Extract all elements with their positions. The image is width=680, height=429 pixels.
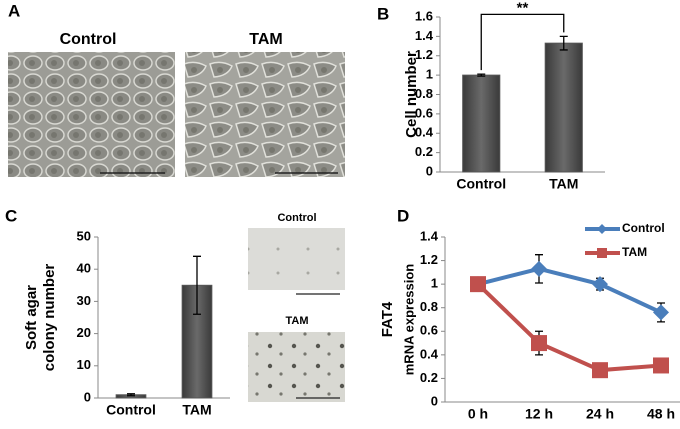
- y-tick-label: 50: [77, 228, 91, 243]
- y-axis-label: Cell number: [403, 51, 420, 138]
- x-tick-label: Control: [106, 402, 156, 418]
- y-tick-label: 0: [84, 389, 91, 404]
- error-bar: [193, 255, 201, 315]
- marker: [531, 260, 547, 277]
- y-tick-label: 0: [426, 163, 433, 178]
- y-tick-label: 1.4: [415, 28, 434, 43]
- y-tick-label: 0: [431, 393, 438, 408]
- marker: [470, 276, 486, 293]
- panel-label: C: [5, 206, 17, 225]
- x-tick-label: Control: [456, 176, 506, 192]
- x-tick-label: 0 h: [468, 406, 488, 422]
- y-tick-label: 10: [77, 357, 91, 372]
- micrograph: [248, 332, 345, 402]
- bar: [544, 42, 583, 173]
- error-bar: [477, 73, 486, 77]
- image-caption: Control: [60, 31, 117, 48]
- y-tick-label: 1.6: [415, 8, 433, 23]
- y-tick-label: 20: [77, 325, 91, 340]
- y-tick-label: 0.4: [420, 346, 439, 361]
- x-tick-label: 48 h: [647, 406, 675, 422]
- y-tick-label: 0.2: [420, 370, 438, 385]
- significance-bracket: [480, 13, 565, 71]
- y-tick-label: 1.2: [415, 47, 433, 62]
- y-tick-label: 0.4: [415, 125, 434, 140]
- y-tick-label: 0.2: [415, 144, 433, 159]
- y-tick-label: 0.8: [420, 299, 438, 314]
- micrograph: [8, 52, 175, 177]
- legend-label: Control: [622, 221, 665, 235]
- panel-label: B: [377, 4, 389, 23]
- y-axis-label: FAT4: [379, 301, 396, 337]
- panel-label: D: [397, 206, 409, 225]
- y-tick-label: 0.8: [415, 86, 433, 101]
- y-tick-label: 40: [77, 261, 91, 276]
- bar: [462, 74, 501, 173]
- y-axis-label: mRNA expression: [401, 264, 416, 376]
- significance-label: **: [517, 0, 529, 16]
- error-bar: [127, 393, 135, 397]
- marker: [653, 304, 669, 321]
- image-caption: TAM: [285, 315, 308, 327]
- image-caption: Control: [277, 212, 316, 224]
- y-tick-label: 1: [431, 276, 438, 291]
- series-line: [477, 266, 662, 315]
- panel-label: A: [8, 1, 20, 20]
- x-tick-label: TAM: [182, 402, 211, 418]
- x-tick-label: TAM: [549, 176, 578, 192]
- y-tick-label: 0.6: [415, 105, 433, 120]
- y-axis-label: colony number: [41, 264, 58, 372]
- x-tick-label: 24 h: [586, 406, 614, 422]
- y-tick-label: 30: [77, 293, 91, 308]
- legend-label: TAM: [622, 245, 647, 259]
- y-tick-label: 1: [426, 67, 433, 82]
- image-caption: TAM: [249, 31, 282, 48]
- y-tick-label: 1.4: [420, 228, 439, 243]
- y-axis-label: Soft agar: [23, 285, 40, 350]
- marker: [592, 362, 608, 379]
- y-tick-label: 1.2: [420, 252, 438, 267]
- marker: [531, 335, 547, 352]
- micrograph: [185, 52, 345, 177]
- marker: [653, 357, 669, 374]
- x-tick-label: 12 h: [525, 406, 553, 422]
- marker: [592, 276, 608, 293]
- series-line: [476, 282, 662, 373]
- micrograph: [248, 228, 345, 290]
- y-tick-label: 0.6: [420, 323, 438, 338]
- error-bar: [559, 35, 568, 51]
- legend-marker: [597, 224, 607, 234]
- legend-marker: [597, 248, 607, 258]
